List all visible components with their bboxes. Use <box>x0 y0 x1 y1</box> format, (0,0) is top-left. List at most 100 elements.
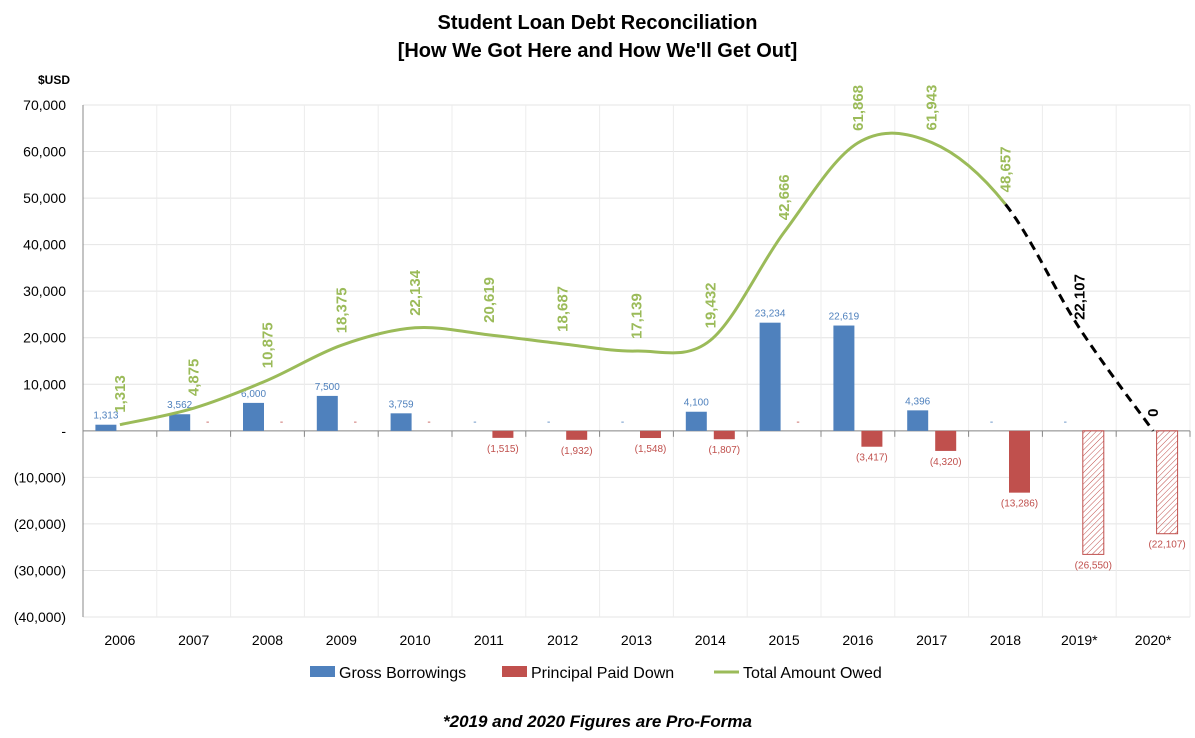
data-label-total: 18,687 <box>555 286 572 332</box>
x-tick-label: 2012 <box>547 632 578 648</box>
data-label-total: 18,375 <box>333 287 350 333</box>
data-label-gross: 4,100 <box>684 398 709 409</box>
data-label-gross: 7,500 <box>315 382 340 393</box>
bar-principal-paid <box>1009 430 1030 493</box>
bar-principal-paid <box>861 430 883 447</box>
y-tick-label: 20,000 <box>23 330 66 346</box>
data-label-total: 19,432 <box>702 282 719 328</box>
data-label-paid: - <box>280 417 283 428</box>
bar-principal-paid <box>566 430 588 440</box>
legend-swatch <box>502 666 527 677</box>
x-tick-label: 2017 <box>916 632 947 648</box>
x-tick-label: 2008 <box>252 632 283 648</box>
y-tick-label: 30,000 <box>23 283 66 299</box>
line-total-projected <box>1004 203 1155 432</box>
x-tick-label: 2011 <box>474 632 504 648</box>
data-label-paid: (1,515) <box>487 444 519 455</box>
bar-principal-paid <box>640 430 661 439</box>
y-tick-label: 50,000 <box>23 190 66 206</box>
data-label-total: 10,875 <box>260 322 277 368</box>
bar-principal-paid <box>492 430 514 438</box>
bar-gross-borrowings <box>243 402 264 431</box>
data-label-gross: 3,759 <box>389 399 414 410</box>
y-tick-label: 60,000 <box>23 144 66 160</box>
data-label-gross: 6,000 <box>241 389 266 400</box>
y-tick-label: - <box>61 423 66 439</box>
footnote: *2019 and 2020 Figures are Pro-Forma <box>443 712 752 731</box>
x-tick-label: 2016 <box>842 632 873 648</box>
data-label-total: 0 <box>1145 408 1162 416</box>
x-tick-label: 2006 <box>104 632 135 648</box>
chart-title-line2: [How We Got Here and How We'll Get Out] <box>397 40 798 62</box>
data-label-total: 61,868 <box>850 85 867 131</box>
data-label-paid: - <box>206 417 209 428</box>
data-label-gross: 3,562 <box>167 400 192 411</box>
x-tick-label: 2009 <box>326 632 357 648</box>
bar-gross-borrowings <box>169 414 191 431</box>
bar-principal-paid-proforma <box>1156 430 1179 535</box>
bar-gross-borrowings <box>759 322 781 431</box>
bar-principal-paid-proforma <box>1082 430 1105 555</box>
bar-gross-borrowings <box>685 411 707 431</box>
data-label-paid: (4,320) <box>930 457 962 468</box>
data-label-gross: 22,619 <box>829 312 860 323</box>
data-label-gross: 1,313 <box>93 411 118 422</box>
data-label-total: 20,619 <box>481 277 498 323</box>
legend-entry: Total Amount Owed <box>743 665 882 682</box>
data-label-paid: (3,417) <box>856 453 888 464</box>
legend-entry: Principal Paid Down <box>531 665 674 682</box>
data-label-gross: - <box>1064 417 1067 428</box>
data-label-gross: 23,234 <box>755 309 786 320</box>
line-total-amount-owed <box>119 131 1007 427</box>
data-label-total: 22,134 <box>407 269 424 316</box>
data-label-total: 4,875 <box>186 359 203 397</box>
data-label-total: 48,657 <box>998 146 1015 192</box>
data-label-gross: 4,396 <box>905 396 930 407</box>
data-label-paid: - <box>354 417 357 428</box>
y-tick-label: 40,000 <box>23 237 66 253</box>
data-label-gross: - <box>547 417 550 428</box>
x-tick-label: 2015 <box>769 632 800 648</box>
data-label-gross: - <box>990 417 993 428</box>
x-tick-label: 2007 <box>178 632 209 648</box>
data-label-paid: (26,550) <box>1075 560 1112 571</box>
y-tick-label: (10,000) <box>14 469 66 485</box>
data-label-total: 61,943 <box>924 85 941 131</box>
x-tick-label: 2014 <box>695 632 726 648</box>
data-label-paid: (1,807) <box>708 445 740 456</box>
data-label-paid: (22,107) <box>1148 540 1185 551</box>
data-label-paid: (1,932) <box>561 446 593 457</box>
data-label-total: 1,313 <box>112 375 129 413</box>
x-tick-label: 2018 <box>990 632 1021 648</box>
chart-title-line1: Student Loan Debt Reconciliation <box>437 12 758 34</box>
y-tick-label: 10,000 <box>23 376 66 392</box>
y-tick-label: 70,000 <box>23 97 66 113</box>
x-tick-label: 2010 <box>400 632 431 648</box>
data-label-paid: - <box>796 417 799 428</box>
x-tick-label: 2019* <box>1061 632 1098 648</box>
data-label-paid: (13,286) <box>1001 499 1038 510</box>
y-tick-label: (20,000) <box>14 516 66 532</box>
bar-gross-borrowings <box>833 325 855 431</box>
data-label-total: 42,666 <box>776 174 793 220</box>
bar-principal-paid <box>935 430 957 451</box>
x-tick-label: 2020* <box>1135 632 1172 648</box>
data-label-total: 17,139 <box>629 293 646 339</box>
bar-gross-borrowings <box>95 424 117 431</box>
data-label-total: 22,107 <box>1071 274 1088 320</box>
y-axis-label: $USD <box>38 73 71 87</box>
bar-gross-borrowings <box>316 395 338 431</box>
x-tick-label: 2013 <box>621 632 652 648</box>
legend-entry: Gross Borrowings <box>339 665 466 682</box>
data-label-paid: (1,548) <box>635 444 667 455</box>
y-tick-label: (30,000) <box>14 562 66 578</box>
legend-swatch <box>310 666 335 677</box>
bar-gross-borrowings <box>390 413 412 431</box>
bar-gross-borrowings <box>907 410 929 431</box>
data-label-gross: - <box>473 417 476 428</box>
y-tick-label: (40,000) <box>14 609 66 625</box>
data-label-paid: - <box>427 417 430 428</box>
bar-principal-paid <box>713 430 735 440</box>
